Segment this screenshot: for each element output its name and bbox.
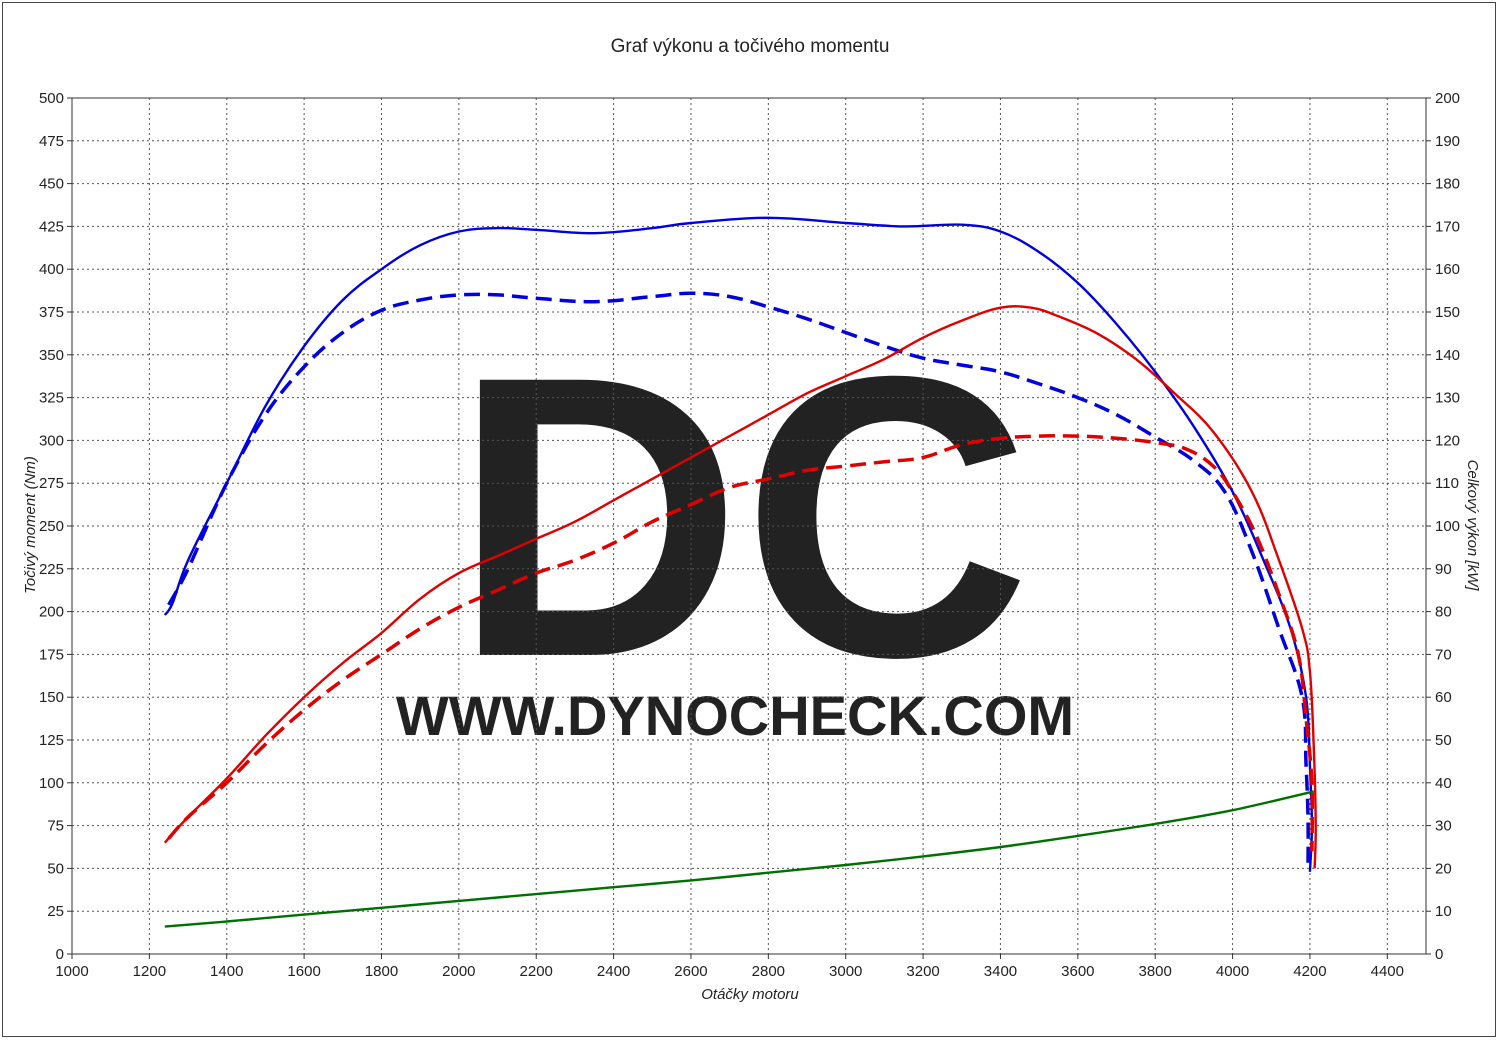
x-tick-label: 1200 — [133, 963, 166, 980]
y-tick-label-right: 150 — [1435, 304, 1460, 321]
x-tick-label: 2600 — [674, 963, 707, 980]
watermark-url: WWW.DYNOCHECK.COM — [396, 684, 1074, 747]
y-tick-label-right: 100 — [1435, 518, 1460, 535]
x-tick-label: 3400 — [984, 963, 1017, 980]
y-tick-label-right: 110 — [1435, 475, 1459, 492]
series-line-5 — [164, 790, 1315, 928]
series-line-2 — [167, 291, 1310, 869]
x-tick-label: 2800 — [752, 963, 785, 980]
series-lines — [163, 216, 1317, 928]
y-tick-label-right: 50 — [1435, 732, 1452, 749]
y-tick-label-left: 425 — [39, 218, 64, 235]
x-axis-label: Otáčky motoru — [701, 986, 799, 1003]
y-tick-label-right: 90 — [1435, 561, 1452, 578]
y-tick-label-right: 130 — [1435, 390, 1460, 407]
y-tick-label-left: 0 — [56, 946, 64, 963]
y-tick-label-right: 60 — [1435, 689, 1452, 706]
y-tick-label-right: 80 — [1435, 604, 1452, 621]
x-tick-label: 2200 — [520, 963, 553, 980]
x-tick-label: 1600 — [287, 963, 320, 980]
y-tick-label-left: 75 — [47, 818, 64, 835]
grid — [72, 98, 1426, 954]
y-tick-label-left: 400 — [39, 261, 64, 278]
y-tick-label-right: 120 — [1435, 432, 1460, 449]
x-tick-label: 3000 — [829, 963, 862, 980]
series-line-3 — [163, 305, 1317, 869]
y-axis-label-left: Točivý moment (Nm) — [22, 456, 39, 594]
chart-title: Graf výkonu a točivého momentu — [611, 36, 890, 57]
x-tick-label: 1800 — [365, 963, 398, 980]
watermark: DC WWW.DYNOCHECK.COM — [396, 293, 1074, 747]
y-tick-label-right: 170 — [1435, 218, 1460, 235]
y-tick-label-right: 140 — [1435, 347, 1460, 364]
y-tick-label-left: 100 — [39, 775, 64, 792]
y-tick-label-left: 25 — [47, 903, 64, 920]
x-tick-label: 1000 — [55, 963, 88, 980]
series-line-4 — [167, 434, 1315, 852]
y-tick-label-right: 190 — [1435, 133, 1460, 150]
y-tick-label-right: 160 — [1435, 261, 1460, 278]
watermark-logo: DC — [453, 293, 1031, 740]
y-tick-label-left: 125 — [39, 732, 64, 749]
x-tick-label: 4400 — [1371, 963, 1404, 980]
y-tick-label-right: 200 — [1435, 90, 1460, 107]
series-line-1 — [163, 216, 1314, 872]
x-tick-label: 4200 — [1293, 963, 1326, 980]
y-tick-label-left: 250 — [39, 518, 64, 535]
y-tick-label-left: 175 — [39, 646, 64, 663]
x-tick-label: 2000 — [442, 963, 475, 980]
y-axis-label-right: Celkový výkon [kW] — [1464, 460, 1481, 592]
y-tick-label-left: 325 — [39, 390, 64, 407]
y-tick-label-left: 350 — [39, 347, 64, 364]
x-tick-label: 4000 — [1216, 963, 1249, 980]
y-tick-label-right: 0 — [1435, 946, 1443, 963]
y-tick-label-right: 40 — [1435, 775, 1452, 792]
y-tick-label-right: 30 — [1435, 818, 1452, 835]
y-tick-label-left: 300 — [39, 432, 64, 449]
y-tick-label-left: 225 — [39, 561, 64, 578]
y-tick-label-right: 180 — [1435, 176, 1460, 193]
y-tick-label-right: 20 — [1435, 860, 1452, 877]
y-tick-label-left: 150 — [39, 689, 64, 706]
y-tick-label-left: 475 — [39, 133, 64, 150]
x-tick-label: 2400 — [597, 963, 630, 980]
axis-ticks: 1000 1200 1400 1600 1800 2000 2200 2400 2600 2800… — [39, 90, 1460, 980]
y-tick-label-left: 275 — [39, 475, 64, 492]
y-tick-label-right: 70 — [1435, 646, 1452, 663]
y-tick-label-left: 450 — [39, 176, 64, 193]
x-tick-label: 3600 — [1061, 963, 1094, 980]
y-tick-label-left: 200 — [39, 604, 64, 621]
x-tick-label: 1400 — [210, 963, 243, 980]
y-tick-label-left: 500 — [39, 90, 64, 107]
y-tick-label-right: 10 — [1435, 903, 1452, 920]
y-tick-label-left: 375 — [39, 304, 64, 321]
x-tick-label: 3200 — [906, 963, 939, 980]
y-tick-label-left: 50 — [47, 860, 64, 877]
x-tick-label: 3800 — [1139, 963, 1172, 980]
